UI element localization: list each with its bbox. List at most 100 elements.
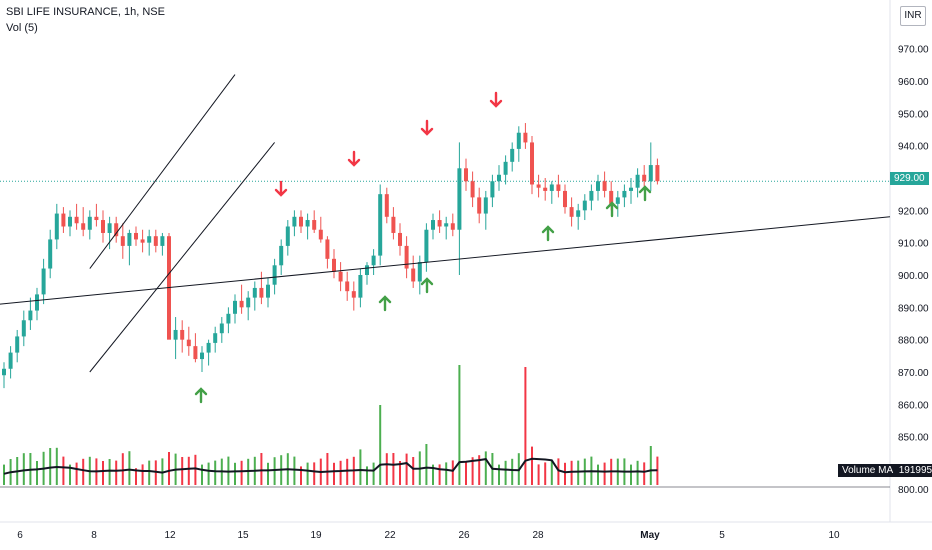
candle-body (576, 210, 581, 217)
x-tick-label: 10 (828, 530, 840, 541)
candle-body (582, 200, 587, 211)
volume-bar (465, 461, 467, 485)
candle-body (549, 184, 554, 191)
candle-body (490, 181, 495, 198)
volume-bar (537, 464, 540, 485)
volume-bar (326, 453, 329, 485)
volume-bar (36, 461, 38, 485)
currency-badge[interactable]: INR (900, 6, 926, 26)
candle-body (81, 223, 86, 230)
volume-bar (504, 460, 507, 485)
candle-body (622, 190, 627, 198)
y-tick-label: 970.00 (898, 45, 929, 56)
y-tick-label: 800.00 (898, 485, 929, 496)
candle-body (114, 223, 119, 237)
candle-body (457, 168, 462, 230)
candle-body (642, 174, 647, 182)
volume-bar (234, 462, 236, 485)
candle-body (556, 184, 561, 191)
volume-bar (82, 458, 85, 485)
candle-body (629, 187, 633, 191)
candle-body (15, 336, 20, 353)
volume-bar (267, 462, 269, 485)
volume-bar (207, 462, 210, 485)
candle-body (266, 284, 270, 298)
volume-bar (69, 464, 71, 485)
volume-bar (168, 452, 170, 485)
volume-bar (412, 457, 415, 485)
volume-bar (293, 456, 296, 485)
candle-body (61, 213, 66, 227)
volume-bar (385, 453, 388, 485)
down-arrow-icon (347, 150, 361, 167)
volume-bar (260, 453, 263, 485)
up-arrow-icon (605, 201, 619, 218)
volume-bar (372, 462, 375, 485)
volume-bar (577, 460, 580, 485)
candle-body (318, 229, 323, 240)
volume-bar (550, 460, 553, 485)
volume-ma-label: Volume MA (842, 465, 894, 476)
volume-indicator-label[interactable]: Vol (5) (6, 22, 38, 34)
volume-bar (649, 446, 652, 485)
volume-ma-tag: Volume MA 191995 (838, 464, 932, 477)
last-price-tag: 929.00 (890, 172, 929, 185)
volume-bar (214, 460, 217, 485)
candle-body (28, 310, 33, 321)
volume-bar (445, 462, 448, 485)
x-tick-label: 15 (237, 530, 249, 541)
candle-body (219, 323, 224, 334)
candle-body (424, 229, 429, 263)
candle-body (470, 181, 475, 198)
trendline-channel-upper (89, 74, 236, 269)
volume-bar (181, 457, 184, 485)
candle-body (279, 245, 284, 266)
candle-body (602, 181, 607, 191)
candle-body (332, 258, 336, 272)
candle-body (180, 329, 185, 340)
candle-body (206, 342, 211, 353)
y-tick-label: 890.00 (898, 303, 929, 314)
volume-bar (313, 462, 316, 485)
volume-bar (346, 458, 349, 485)
y-tick-label: 950.00 (898, 109, 929, 120)
volume-bar (240, 460, 243, 485)
x-tick-label: 8 (91, 530, 97, 541)
candle-body (200, 352, 204, 360)
down-arrow-icon (420, 119, 434, 136)
candle-body (596, 181, 600, 191)
x-tick-label: 28 (532, 530, 544, 541)
volume-bar (128, 451, 131, 485)
candle-body (193, 346, 198, 360)
candle-body (635, 174, 640, 188)
candle-body (292, 216, 297, 227)
volume-bar (478, 455, 481, 485)
candle-body (648, 165, 653, 182)
up-arrow-icon (638, 185, 652, 202)
candle-body (384, 194, 389, 217)
volume-bar (3, 464, 5, 485)
candle-body (41, 268, 46, 295)
up-arrow-icon (420, 277, 434, 294)
x-tick-label: 5 (719, 530, 725, 541)
volume-bar (333, 462, 335, 485)
volume-bar (557, 458, 560, 485)
chart-title: SBI LIFE INSURANCE, 1h, NSE (6, 6, 165, 18)
volume-bar (498, 464, 500, 485)
candle-body (365, 265, 369, 275)
candle-body (8, 352, 13, 369)
volume-ma-value: 191995 (898, 465, 932, 476)
candle-body (615, 197, 620, 204)
candle-body (523, 132, 528, 143)
x-tick-label: 19 (310, 530, 322, 541)
candle-body (173, 329, 178, 340)
candle-body (94, 216, 99, 221)
candle-body (120, 236, 125, 246)
volume-bar (511, 458, 514, 485)
candle-body (510, 148, 515, 162)
candle-body (2, 368, 6, 376)
candle-body (338, 271, 343, 282)
volume-bar (62, 456, 65, 485)
candle-body (536, 184, 541, 188)
